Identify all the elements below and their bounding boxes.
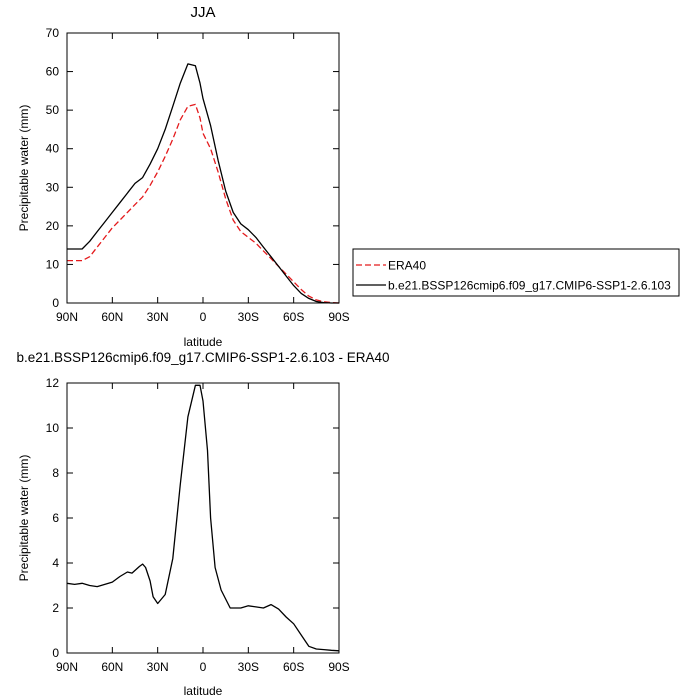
- top-xtick-label-1: 60N: [101, 310, 123, 324]
- bottom-ytick-label-5: 10: [46, 421, 60, 435]
- bottom-ytick-label-6: 12: [46, 376, 60, 390]
- bottom-ylabel: Precipitable water (mm): [17, 455, 31, 582]
- legend-box: [352, 248, 680, 297]
- legend-label-era40: ERA40: [388, 259, 426, 273]
- bottom-ytick-label-3: 6: [52, 511, 59, 525]
- bottom-xtick-label-3: 0: [200, 660, 207, 674]
- top-xtick-label-3: 0: [200, 310, 207, 324]
- bottom-ytick-label-1: 2: [52, 601, 59, 615]
- top-series-group: [67, 63, 340, 304]
- top-ytick-label-4: 40: [46, 142, 60, 156]
- legend: ERA40 b.e21.BSSP126cmip6.f09_g17.CMIP6-S…: [352, 248, 680, 297]
- top-plot: JJA 90N 60N 30N 0 30S 60S 90S 0 10 20 30 40 50 60 70 P…: [17, 4, 350, 349]
- bottom-ytick-label-4: 8: [52, 466, 59, 480]
- top-xtick-label-0: 90N: [56, 310, 78, 324]
- top-xtick-label-2: 30N: [147, 310, 169, 324]
- bottom-axes: 90N 60N 30N 0 30S 60S 90S 0 2 4 6 8 10 12: [46, 376, 350, 674]
- top-xtick-label-5: 60S: [283, 310, 304, 324]
- top-ytick-label-3: 30: [46, 180, 60, 194]
- bottom-plot: b.e21.BSSP126cmip6.f09_g17.CMIP6-SSP1-2.…: [17, 350, 390, 698]
- bottom-xlabel: latitude: [184, 684, 223, 698]
- bottom-title: b.e21.BSSP126cmip6.f09_g17.CMIP6-SSP1-2.…: [17, 350, 390, 365]
- bottom-plot-frame: [66, 382, 340, 654]
- top-axes: 90N 60N 30N 0 30S 60S 90S 0 10 20 30 40 50 60 70: [46, 26, 350, 324]
- top-ytick-label-2: 20: [46, 219, 60, 233]
- top-plot-frame: [66, 32, 340, 304]
- legend-label-model: b.e21.BSSP126cmip6.f09_g17.CMIP6-SSP1-2.…: [388, 279, 671, 293]
- bottom-xtick-label-1: 60N: [101, 660, 123, 674]
- bottom-xtick-label-4: 30S: [238, 660, 259, 674]
- top-xlabel: latitude: [184, 335, 223, 349]
- top-ytick-label-1: 10: [46, 257, 60, 271]
- bottom-xtick-label-5: 60S: [283, 660, 304, 674]
- bottom-xtick-label-0: 90N: [56, 660, 78, 674]
- top-xtick-label-6: 90S: [328, 310, 349, 324]
- bottom-series-group: [66, 384, 340, 652]
- bottom-xtick-label-6: 90S: [328, 660, 349, 674]
- top-ylabel: Precipitable water (mm): [17, 105, 31, 232]
- bottom-ytick-label-0: 0: [52, 646, 59, 660]
- top-ytick-label-5: 50: [46, 103, 60, 117]
- top-title: JJA: [190, 4, 215, 21]
- top-ytick-label-7: 70: [46, 26, 60, 40]
- top-ytick-label-0: 0: [52, 296, 59, 310]
- top-series-line-0: [67, 103, 340, 304]
- bottom-series-line-0: [66, 384, 340, 652]
- bottom-ytick-label-2: 4: [52, 556, 59, 570]
- bottom-xtick-label-2: 30N: [147, 660, 169, 674]
- top-xtick-label-4: 30S: [238, 310, 259, 324]
- top-ytick-label-6: 60: [46, 65, 60, 79]
- top-series-line-1: [67, 63, 339, 304]
